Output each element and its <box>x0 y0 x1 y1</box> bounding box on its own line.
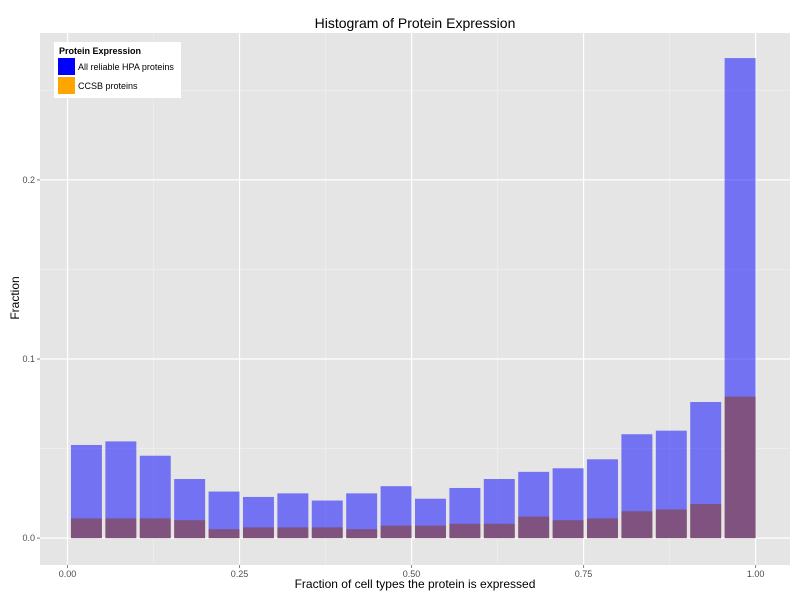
bar-hpa <box>449 487 481 539</box>
bar-hpa <box>587 459 618 539</box>
x-tick-label: 0.25 <box>231 569 249 579</box>
bar-hpa <box>483 479 515 539</box>
bar-hpa <box>139 455 171 539</box>
y-axis-title: Fraction <box>8 276 22 319</box>
bar-hpa <box>70 444 102 539</box>
legend-label-hpa: All reliable HPA proteins <box>78 62 174 72</box>
bar-hpa <box>277 493 309 539</box>
bar-hpa <box>208 491 240 539</box>
bar-hpa <box>552 468 584 539</box>
bar-hpa <box>105 441 137 539</box>
bar-hpa <box>621 434 653 539</box>
y-tick-label: 0.2 <box>22 175 35 185</box>
bar-hpa <box>174 479 206 539</box>
legend-swatch-hpa <box>58 58 75 75</box>
bar-hpa <box>311 500 343 539</box>
legend-title: Protein Expression <box>59 46 141 56</box>
bars <box>70 58 756 539</box>
legend-swatch-ccsb <box>58 77 75 94</box>
y-tick-label: 0.1 <box>22 354 35 364</box>
legend-box <box>54 42 181 98</box>
bar-hpa <box>380 486 412 539</box>
bar-hpa <box>690 401 722 539</box>
x-tick-label: 0.75 <box>575 569 593 579</box>
chart-title: Histogram of Protein Expression <box>315 15 516 31</box>
bar-hpa <box>415 498 446 539</box>
bar-hpa <box>518 471 550 539</box>
bar-hpa <box>242 496 274 539</box>
y-tick-label: 0.0 <box>22 533 35 543</box>
x-axis-ticks: 0.00 0.25 0.50 0.75 1.00 <box>59 565 765 579</box>
x-tick-label: 0.00 <box>59 569 77 579</box>
y-axis-ticks: 0.0 0.1 0.2 <box>22 175 40 543</box>
legend: Protein Expression All reliable HPA prot… <box>54 42 181 98</box>
bar-hpa <box>346 493 378 539</box>
x-tick-label: 1.00 <box>747 569 765 579</box>
series-hpa <box>70 58 756 539</box>
legend-label-ccsb: CCSB proteins <box>78 81 138 91</box>
x-tick-label: 0.50 <box>403 569 421 579</box>
bar-hpa <box>724 58 756 539</box>
bar-hpa <box>655 430 687 539</box>
x-axis-title: Fraction of cell types the protein is ex… <box>295 577 536 591</box>
